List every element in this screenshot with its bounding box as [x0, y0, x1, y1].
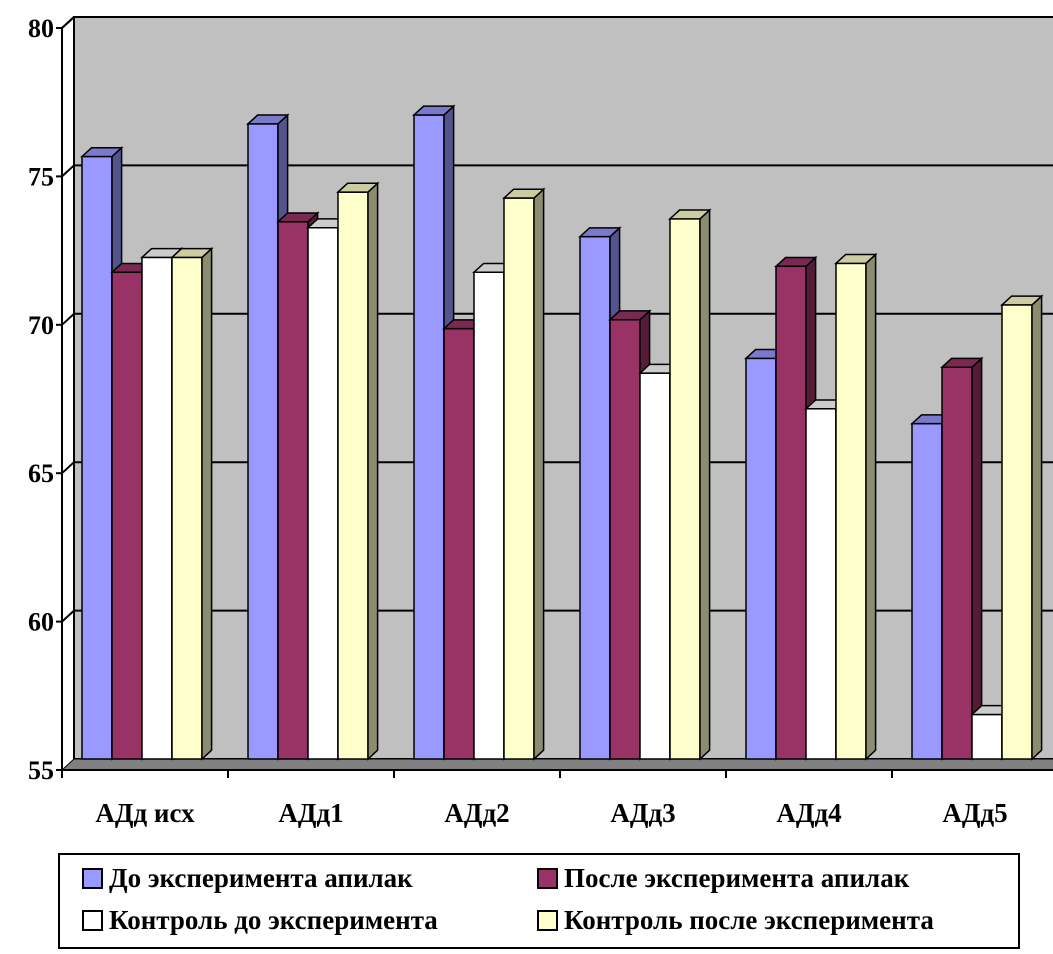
x-tick-label: АДд2 [444, 798, 509, 828]
bars [80, 104, 1044, 761]
gridline-depth [61, 609, 75, 623]
legend-item-series-1: До эксперимента апилак [82, 863, 413, 894]
x-tick-label: АДд5 [942, 798, 1007, 828]
bar [412, 104, 456, 761]
legend-swatch-series-4 [537, 910, 558, 931]
legend-swatch-series-1 [82, 868, 103, 889]
y-tick-label: 65 [28, 459, 54, 488]
bar [940, 356, 984, 761]
y-tick-label: 75 [28, 162, 54, 191]
x-axis: АДд исх АДд1 АДд2 АДд3 АДд4 АДд5 [61, 769, 1053, 828]
gridline-depth [61, 461, 75, 474]
bar [1000, 294, 1044, 761]
gridline-depth [61, 313, 75, 326]
bar [502, 187, 546, 761]
x-tick-label: АДд3 [610, 798, 675, 828]
legend-label-series-4: Контроль после эксперимента [564, 905, 934, 935]
y-axis: 55 60 65 70 75 80 [28, 14, 75, 785]
legend-label-series-3: Контроль до эксперимента [109, 905, 438, 935]
y-tick-label: 70 [28, 311, 54, 340]
legend-label-series-1: До эксперимента апилак [109, 863, 413, 893]
legend-item-series-2: После эксперимента апилак [537, 863, 909, 894]
y-tick-label: 60 [28, 608, 54, 637]
bar [336, 181, 380, 761]
plot-floor [60, 758, 1053, 771]
x-tick-label: АДд исх [95, 798, 195, 828]
axis-depth-line [61, 16, 75, 29]
legend-item-series-4: Контроль после эксперимента [537, 905, 934, 936]
grid-lines [61, 16, 1053, 623]
plot-back-wall [73, 16, 1053, 760]
bar [834, 252, 878, 761]
legend-swatch-series-3 [82, 910, 103, 931]
x-tick-label: АДд1 [278, 798, 343, 828]
legend-item-series-3: Контроль до эксперимента [82, 905, 438, 936]
legend-label-series-2: После эксперимента апилак [564, 863, 910, 893]
bar [668, 208, 712, 761]
y-tick-label: 55 [28, 756, 54, 785]
x-tick-label: АДд4 [776, 798, 841, 828]
legend: До эксперимента апилак После эксперимент… [58, 853, 1020, 949]
bar [170, 246, 214, 761]
gridline-depth [61, 164, 75, 178]
y-tick-label: 80 [28, 14, 54, 43]
legend-swatch-series-2 [537, 868, 558, 889]
